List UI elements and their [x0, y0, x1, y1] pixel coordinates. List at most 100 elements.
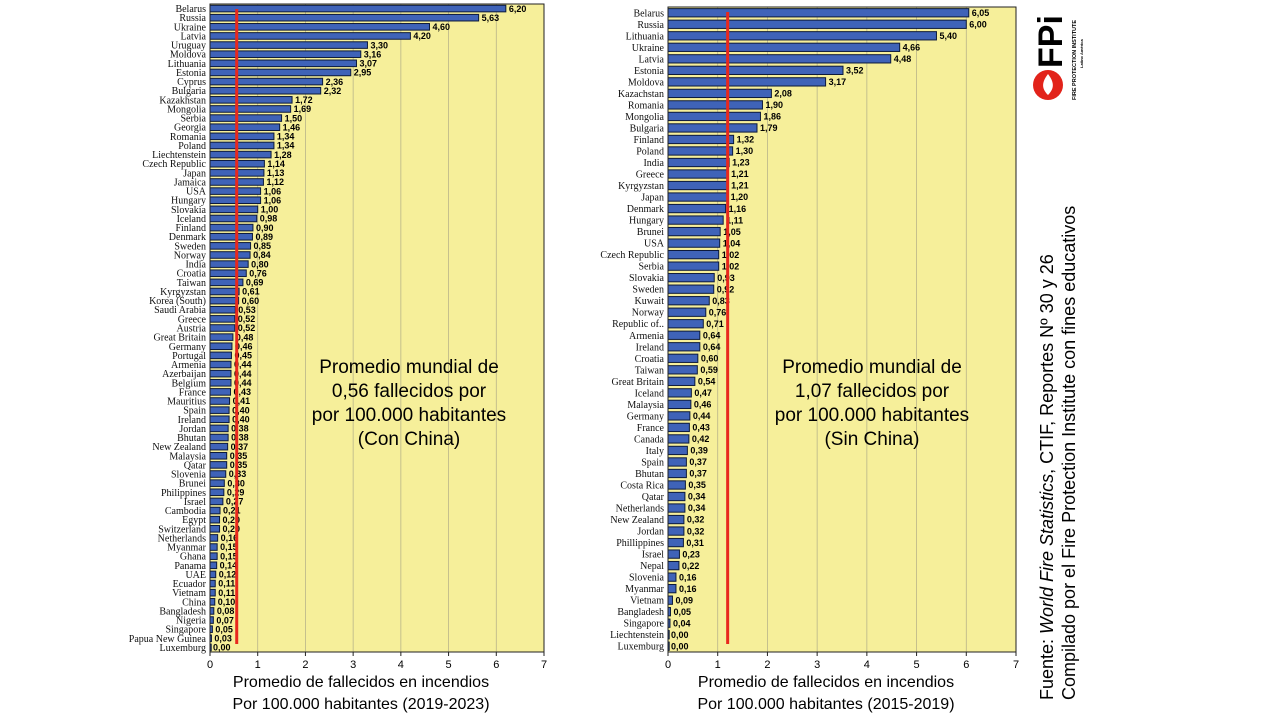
category-label: Israel [642, 550, 664, 561]
data-label: 1,04 [723, 238, 741, 248]
bar [209, 324, 236, 332]
bar [209, 461, 228, 469]
category-label: New Zealand [152, 442, 206, 453]
data-label: 1,21 [731, 181, 749, 191]
source-suffix: , CTIF, Reportes Nº 30 y 26 [1037, 254, 1057, 474]
bar [209, 86, 322, 95]
category-label: Kyrgyzstan [618, 181, 664, 192]
category-label: Panama [174, 561, 206, 572]
category-label: China [182, 597, 206, 608]
category-label: Denmark [169, 232, 206, 243]
category-label: Brunei [637, 227, 664, 238]
bar [209, 132, 275, 141]
data-label: 0,83 [712, 296, 730, 306]
category-label: Nepal [640, 561, 664, 572]
category-label: Germany [627, 411, 664, 422]
data-label: 1,46 [283, 122, 301, 132]
bar [209, 333, 234, 341]
category-label: Bhutan [177, 433, 206, 444]
category-label: Denmark [627, 204, 664, 215]
data-label: 4,60 [432, 22, 450, 32]
category-label: Luxemburg [618, 642, 664, 653]
bar [209, 588, 216, 597]
data-label: 1,12 [266, 177, 284, 187]
data-label: 0,46 [694, 400, 712, 410]
data-label: 0,21 [223, 506, 241, 516]
x-tick-label: 0 [665, 659, 671, 671]
category-label: Moldova [628, 77, 665, 88]
bar [209, 342, 233, 351]
bar [667, 560, 680, 571]
bar [667, 8, 970, 18]
data-label: 0,80 [251, 259, 269, 269]
data-label: 1,28 [274, 150, 292, 160]
category-label: Romania [170, 132, 207, 143]
x-tick-label: 2 [764, 659, 770, 671]
average-annotation: por 100.000 habitantes [312, 405, 506, 426]
data-label: 1,90 [765, 100, 783, 110]
data-label: 1,21 [731, 169, 749, 179]
x-tick-label: 4 [398, 659, 404, 671]
data-label: 0,34 [688, 492, 706, 502]
category-label: Slovakia [629, 273, 665, 284]
category-label: Vietnam [172, 588, 206, 599]
data-label: 0,90 [256, 223, 274, 233]
category-label: France [637, 423, 665, 434]
category-label: Poland [178, 141, 206, 152]
category-label: Japan [183, 168, 206, 179]
data-label: 3,17 [829, 77, 847, 87]
bar [667, 273, 715, 283]
category-label: Croatia [635, 354, 665, 365]
category-label: Nigeria [176, 616, 207, 627]
bar [667, 514, 685, 525]
bar [209, 32, 411, 40]
data-label: 0,76 [709, 307, 727, 317]
x-tick-label: 6 [963, 659, 969, 671]
data-label: 3,52 [846, 66, 864, 76]
data-label: 0,85 [254, 241, 272, 251]
bar [667, 307, 707, 317]
flame-shape [1043, 74, 1053, 95]
bar [667, 284, 715, 294]
category-label: Greece [636, 170, 665, 181]
category-label: Russia [179, 13, 206, 24]
bar [209, 570, 217, 579]
category-label: Costa Rica [620, 480, 664, 491]
category-label: Lithuania [626, 31, 665, 42]
data-label: 6,20 [509, 4, 527, 14]
x-tick-label: 3 [814, 659, 820, 671]
category-label: Great Britain [154, 333, 206, 344]
bar [209, 251, 251, 259]
data-label: 0,32 [687, 515, 705, 525]
data-label: 0,37 [689, 469, 707, 479]
category-label: Mongolia [625, 112, 664, 123]
bar [209, 607, 215, 615]
category-label: Singapore [165, 625, 206, 636]
category-label: India [643, 158, 664, 169]
bar [667, 296, 710, 306]
data-label: 1,32 [737, 135, 755, 145]
data-label: 0,44 [234, 369, 252, 379]
bar [209, 59, 357, 68]
data-label: 0,20 [223, 515, 241, 525]
bar [209, 433, 229, 442]
category-label: Malaysia [169, 451, 206, 462]
data-label: 1,86 [763, 112, 781, 122]
chart-left: Belarus 6,20 Russia 5,63 Ukraine 4,60 Latvia 4,… [129, 3, 547, 713]
bar [209, 105, 292, 113]
source-italic: World Fire Statistics [1037, 474, 1057, 634]
category-label: Iceland [177, 214, 206, 225]
x-axis-title: Promedio de fallecidos en incendios [233, 674, 489, 691]
bar [209, 315, 236, 323]
data-label: 0,00 [671, 630, 689, 640]
bar [209, 13, 480, 22]
data-label: 6,00 [969, 19, 987, 29]
bar [667, 365, 698, 375]
bar [667, 261, 720, 271]
data-label: 0,14 [220, 560, 238, 570]
category-label: Kazakhstan [159, 95, 206, 106]
data-label: 0,64 [703, 342, 721, 352]
data-label: 1,30 [736, 146, 754, 156]
bar [667, 146, 734, 156]
bar [209, 470, 227, 478]
